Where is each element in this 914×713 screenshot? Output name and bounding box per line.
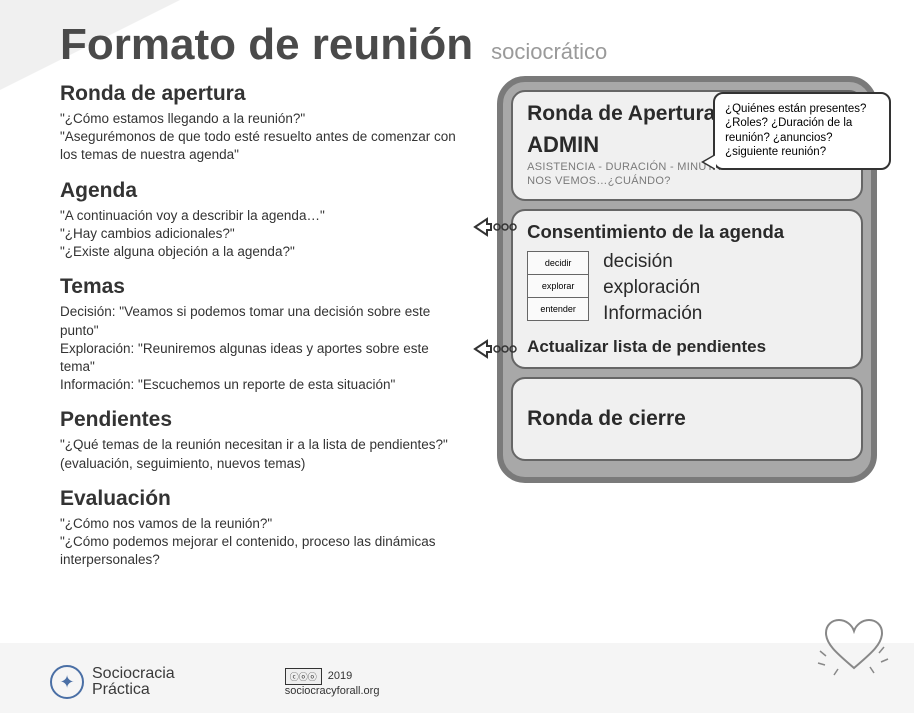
- consent-title: Consentimiento de la agenda: [527, 221, 847, 243]
- section-line: "Asegurémonos de que todo esté resuelto …: [60, 128, 457, 164]
- box-stack: decidir explorar entender: [527, 251, 589, 320]
- section-line: "¿Hay cambios adicionales?": [60, 225, 457, 243]
- section-evaluacion: Evaluación "¿Cómo nos vamos de la reunió…: [60, 487, 457, 570]
- page-subtitle: sociocrático: [491, 39, 607, 65]
- panel-consentimiento: Consentimiento de la agenda decidir expl…: [511, 209, 863, 369]
- label-exploracion: exploración: [603, 277, 702, 299]
- section-heading: Agenda: [60, 179, 457, 203]
- cc-block: ⓒⓞⓞ 2019 sociocracyforall.org: [285, 668, 380, 697]
- org-name-line1: Sociocracia: [92, 666, 175, 682]
- section-line: "¿Cómo podemos mejorar el contenido, pro…: [60, 533, 457, 569]
- section-agenda: Agenda "A continuación voy a describir l…: [60, 179, 457, 262]
- section-line: Exploración: "Reuniremos algunas ideas y…: [60, 340, 457, 376]
- section-line: "¿Cómo estamos llegando a la reunión?": [60, 110, 457, 128]
- cc-row: ⓒⓞⓞ 2019: [285, 668, 353, 685]
- label-informacion: Información: [603, 303, 702, 325]
- speech-bubble: ¿Quiénes están presentes? ¿Roles? ¿Durac…: [713, 92, 891, 170]
- box-labels: decisión exploración Información: [603, 251, 702, 325]
- section-line: (evaluación, seguimiento, nuevos temas): [60, 455, 457, 473]
- content-columns: Ronda de apertura "¿Cómo estamos llegand…: [60, 82, 884, 584]
- left-column: Ronda de apertura "¿Cómo estamos llegand…: [60, 82, 457, 584]
- section-line: Información: "Escuchemos un reporte de e…: [60, 376, 457, 394]
- section-heading: Evaluación: [60, 487, 457, 511]
- section-pendientes: Pendientes "¿Qué temas de la reunión nec…: [60, 408, 457, 472]
- cc-url: sociocracyforall.org: [285, 685, 380, 697]
- section-line: "¿Existe alguna objeción a la agenda?": [60, 243, 457, 261]
- boxes-row: decidir explorar entender decisión explo…: [527, 251, 847, 325]
- section-line: "¿Cómo nos vamos de la reunión?": [60, 515, 457, 533]
- arrow-icon: [473, 215, 521, 239]
- section-apertura: Ronda de apertura "¿Cómo estamos llegand…: [60, 82, 457, 165]
- cc-badge: ⓒⓞⓞ: [285, 668, 322, 685]
- section-heading: Temas: [60, 275, 457, 299]
- section-line: "¿Qué temas de la reunión necesitan ir a…: [60, 436, 457, 454]
- page-container: Formato de reunión sociocrático Ronda de…: [0, 0, 914, 584]
- box-entender: entender: [527, 297, 589, 321]
- heart-doodle-icon: [814, 613, 894, 693]
- section-temas: Temas Decisión: "Veamos si podemos tomar…: [60, 275, 457, 394]
- panel-cierre: Ronda de cierre: [511, 377, 863, 461]
- arrow-icon: [473, 337, 521, 361]
- logo-icon: ✦: [50, 665, 84, 699]
- box-explorar: explorar: [527, 274, 589, 298]
- org-name-line2: Práctica: [92, 682, 175, 698]
- logo-text: Sociocracia Práctica: [92, 666, 175, 698]
- org-logo: ✦ Sociocracia Práctica: [50, 665, 175, 699]
- cierre-title: Ronda de cierre: [527, 389, 847, 449]
- footer: ✦ Sociocracia Práctica ⓒⓞⓞ 2019 sociocra…: [50, 665, 379, 699]
- update-pendientes: Actualizar lista de pendientes: [527, 337, 847, 357]
- section-heading: Pendientes: [60, 408, 457, 432]
- cc-year: 2019: [328, 670, 352, 682]
- right-column: ¿Quiénes están presentes? ¿Roles? ¿Durac…: [467, 76, 884, 584]
- label-decision: decisión: [603, 251, 702, 273]
- box-decidir: decidir: [527, 251, 589, 275]
- title-row: Formato de reunión sociocrático: [60, 20, 884, 70]
- section-line: "A continuación voy a describir la agend…: [60, 207, 457, 225]
- section-heading: Ronda de apertura: [60, 82, 457, 106]
- device-frame: ¿Quiénes están presentes? ¿Roles? ¿Durac…: [497, 76, 877, 483]
- section-line: Decisión: "Veamos si podemos tomar una d…: [60, 303, 457, 339]
- page-title: Formato de reunión: [60, 20, 473, 70]
